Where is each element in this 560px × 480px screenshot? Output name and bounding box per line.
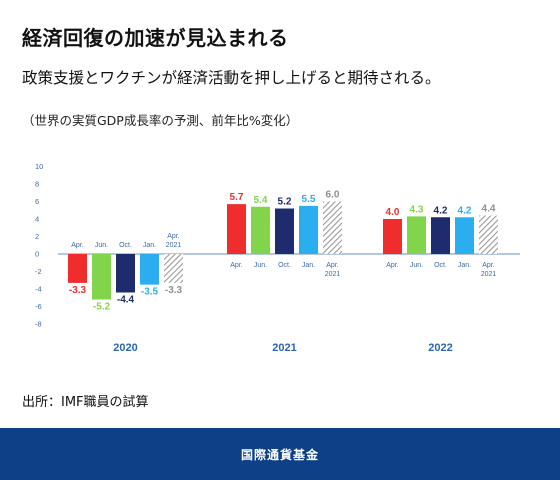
- y-tick-label: 10: [35, 162, 43, 171]
- value-label: -3.3: [165, 285, 183, 296]
- chart-note: （世界の実質GDP成長率の予測、前年比%変化）: [22, 113, 299, 128]
- bar-month-label: Apr.: [167, 233, 180, 240]
- bar-month-label: Apr.: [230, 262, 243, 269]
- bar-2022-jan: [455, 217, 474, 254]
- value-label: 5.2: [278, 197, 292, 208]
- value-label: 4.4: [482, 204, 496, 215]
- page-title: 経済回復の加速が見込まれる: [22, 26, 289, 50]
- value-label: 4.2: [458, 205, 472, 216]
- bar-2021-apr: [227, 204, 246, 254]
- bar-2022-jun: [407, 216, 426, 254]
- bar-2022-apr-2021: [479, 215, 498, 254]
- bar-month-label: Oct.: [278, 262, 291, 269]
- bar-month-label: Jan.: [143, 242, 156, 249]
- bar-2020-oct: [116, 254, 135, 293]
- value-label: -3.5: [141, 287, 159, 298]
- value-label: 5.5: [302, 194, 316, 205]
- y-tick-label: -6: [35, 302, 42, 311]
- y-tick-label: -4: [35, 285, 42, 294]
- bar-month-label: Oct.: [434, 262, 447, 269]
- year-label-2022: 2022: [428, 342, 452, 354]
- bar-2021-oct: [275, 208, 294, 254]
- bar-month-label: Apr.: [386, 262, 399, 269]
- bar-month-label: Jun.: [254, 262, 267, 269]
- bar-2021-apr-2021: [323, 201, 342, 254]
- year-label-2020: 2020: [113, 342, 137, 354]
- year-label-2021: 2021: [272, 342, 296, 354]
- value-label: 5.7: [230, 192, 244, 203]
- bar-2020-apr: [68, 254, 87, 283]
- bar-month-label: Jun.: [410, 262, 423, 269]
- value-label: -3.3: [69, 285, 87, 296]
- bar-month-label: Apr.: [326, 262, 339, 269]
- page-subtitle: 政策支援とワクチンが経済活動を押し上げると期待される。: [22, 69, 441, 87]
- y-tick-label: 8: [35, 180, 39, 189]
- value-label: 6.0: [326, 190, 340, 201]
- bar-month-label: 2021: [325, 271, 341, 278]
- bar-month-label: 2021: [481, 271, 497, 278]
- bar-2021-jan: [299, 205, 318, 254]
- y-tick-label: -8: [35, 320, 42, 329]
- value-label: 4.0: [386, 207, 400, 218]
- bar-month-label: Apr.: [71, 242, 84, 249]
- y-tick-label: 6: [35, 197, 39, 206]
- value-label: -5.2: [93, 302, 111, 313]
- bar-month-label: Oct.: [119, 242, 132, 249]
- y-tick-label: 4: [35, 215, 39, 224]
- bar-month-label: Jun.: [95, 242, 108, 249]
- value-label: 5.4: [254, 195, 268, 206]
- value-label: 4.3: [410, 204, 424, 215]
- bar-2020-jun: [92, 254, 111, 300]
- value-label: 4.2: [434, 205, 448, 216]
- bar-2022-apr: [383, 219, 402, 254]
- value-label: -4.4: [117, 295, 135, 306]
- y-tick-label: 0: [35, 250, 39, 259]
- bar-month-label: 2021: [166, 242, 182, 249]
- source-note: 出所：IMF職員の試算: [22, 395, 149, 410]
- bar-month-label: Jan.: [458, 262, 471, 269]
- y-tick-label: -2: [35, 267, 42, 276]
- bar-2021-jun: [251, 206, 270, 254]
- y-tick-label: 2: [35, 232, 39, 241]
- bar-2020-apr-2021: [164, 254, 183, 283]
- bar-2020-jan: [140, 254, 159, 285]
- bar-month-label: Apr.: [482, 262, 495, 269]
- bars-group: -3.3 Apr. -5.2 Jun. -4.4 Oct. -3.5 Jan. -3.3 Apr.…: [68, 190, 498, 354]
- footer-bar: 国際通貨基金: [0, 428, 560, 480]
- gdp-growth-bar-chart: -8 -6 -4 -2 0 2 4 6 8 10 -3.3 Apr. -5.2 Jun. -4.4 Oct.…: [35, 162, 520, 354]
- bar-month-label: Jan.: [302, 262, 315, 269]
- footer-org-name: 国際通貨基金: [240, 447, 319, 462]
- bar-2022-oct: [431, 217, 450, 254]
